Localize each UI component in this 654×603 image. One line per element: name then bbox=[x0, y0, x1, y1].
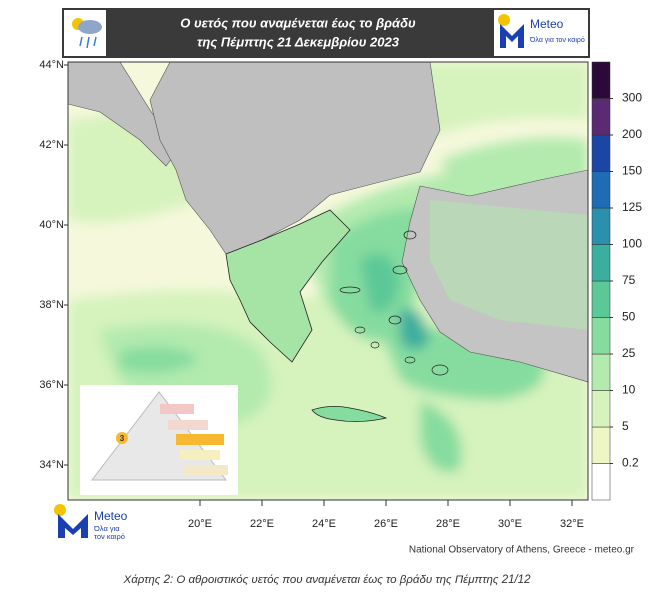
lon-label: 26°E bbox=[374, 518, 398, 530]
colorbar-segment bbox=[591, 353, 611, 391]
land-italy bbox=[68, 62, 179, 167]
lat-label: 42°N bbox=[39, 139, 64, 151]
inset-level-1 bbox=[184, 465, 228, 475]
colorbar-label: 25 bbox=[622, 346, 636, 360]
lat-label: 36°N bbox=[39, 379, 64, 391]
colorbar-label: 150 bbox=[622, 164, 642, 178]
rain-icon bbox=[79, 36, 97, 49]
footer-logo-m bbox=[58, 514, 88, 538]
lon-label: 30°E bbox=[498, 518, 522, 530]
islands bbox=[339, 230, 449, 376]
logo-name: Meteo bbox=[530, 17, 564, 31]
inset-level-number: 3 bbox=[120, 434, 125, 443]
lat-label: 40°N bbox=[39, 219, 64, 231]
logo-box bbox=[494, 10, 588, 56]
logo-tagline: Όλα για τον καιρό bbox=[529, 36, 585, 44]
colorbar-segment bbox=[591, 61, 611, 99]
footer-logo-tagline-box: Όλα για τον καιρό bbox=[94, 525, 125, 541]
footer-logo-sun bbox=[54, 504, 66, 516]
colorbar-segment bbox=[591, 207, 611, 245]
lon-label: 20°E bbox=[188, 518, 212, 530]
colorbar-segment bbox=[591, 280, 611, 318]
lat-label: 44°N bbox=[39, 59, 64, 71]
colorbar-label: 75 bbox=[622, 273, 636, 287]
inset-level-2 bbox=[180, 450, 220, 460]
colorbar-segment bbox=[591, 98, 611, 136]
lon-label: 32°E bbox=[560, 518, 584, 530]
footer-logo-name: Meteo bbox=[94, 509, 128, 523]
colorbar-segment bbox=[591, 463, 611, 501]
lon-label: 24°E bbox=[312, 518, 336, 530]
title-line2: της Πέμπτης 21 Δεκεμβρίου 2023 bbox=[197, 34, 400, 49]
colorbar-segment bbox=[591, 390, 611, 428]
colorbar-segment bbox=[591, 134, 611, 172]
logo-sun bbox=[498, 14, 510, 26]
colorbar-segment bbox=[591, 426, 611, 464]
colorbar-label: 100 bbox=[622, 237, 642, 251]
land-greece bbox=[225, 209, 351, 363]
lon-label: 22°E bbox=[250, 518, 274, 530]
colorbar-label: 200 bbox=[622, 127, 642, 141]
inset-level-marker bbox=[116, 432, 128, 444]
inset-level-3 bbox=[176, 434, 224, 445]
land-crete bbox=[311, 406, 388, 422]
colorbar-label: 10 bbox=[622, 383, 636, 397]
colorbar-segment bbox=[591, 317, 611, 355]
map-frame bbox=[67, 61, 589, 501]
caption: Χάρτης 2: Ο αθροιστικός υετός που αναμέν… bbox=[123, 574, 532, 586]
colorbar-label: 0.2 bbox=[622, 456, 639, 470]
rain-turkey-coast bbox=[430, 200, 588, 330]
map bbox=[68, 62, 588, 500]
colorbar-label: 300 bbox=[622, 91, 642, 105]
lat-label: 34°N bbox=[39, 459, 64, 471]
colorbar-segment bbox=[591, 171, 611, 209]
cloud-icon bbox=[78, 20, 102, 34]
graticule-labels: 44°N 42°N 40°N 38°N 36°N 34°N 20°E 22°E 24°E 26°E… bbox=[39, 59, 584, 530]
lon-label: 28°E bbox=[436, 518, 460, 530]
colorbar: 0.2 5 10 25 50 75 100 125 150 200 300 bbox=[591, 61, 642, 501]
title-line1: Ο υετός που αναμένεται έως το βράδυ bbox=[180, 15, 416, 30]
logo-m bbox=[500, 24, 524, 48]
inset-level-4 bbox=[168, 420, 208, 430]
credit: National Observatory of Athens, Greece -… bbox=[409, 545, 635, 556]
inset-level-5 bbox=[160, 404, 194, 414]
footer-logo-tagline: Όλα για τον καιρό bbox=[94, 525, 125, 541]
colorbar-segment bbox=[591, 244, 611, 282]
colorbar-label: 5 bbox=[622, 419, 629, 433]
colorbar-label: 50 bbox=[622, 310, 636, 324]
lat-label: 38°N bbox=[39, 299, 64, 311]
colorbar-label: 125 bbox=[622, 200, 642, 214]
